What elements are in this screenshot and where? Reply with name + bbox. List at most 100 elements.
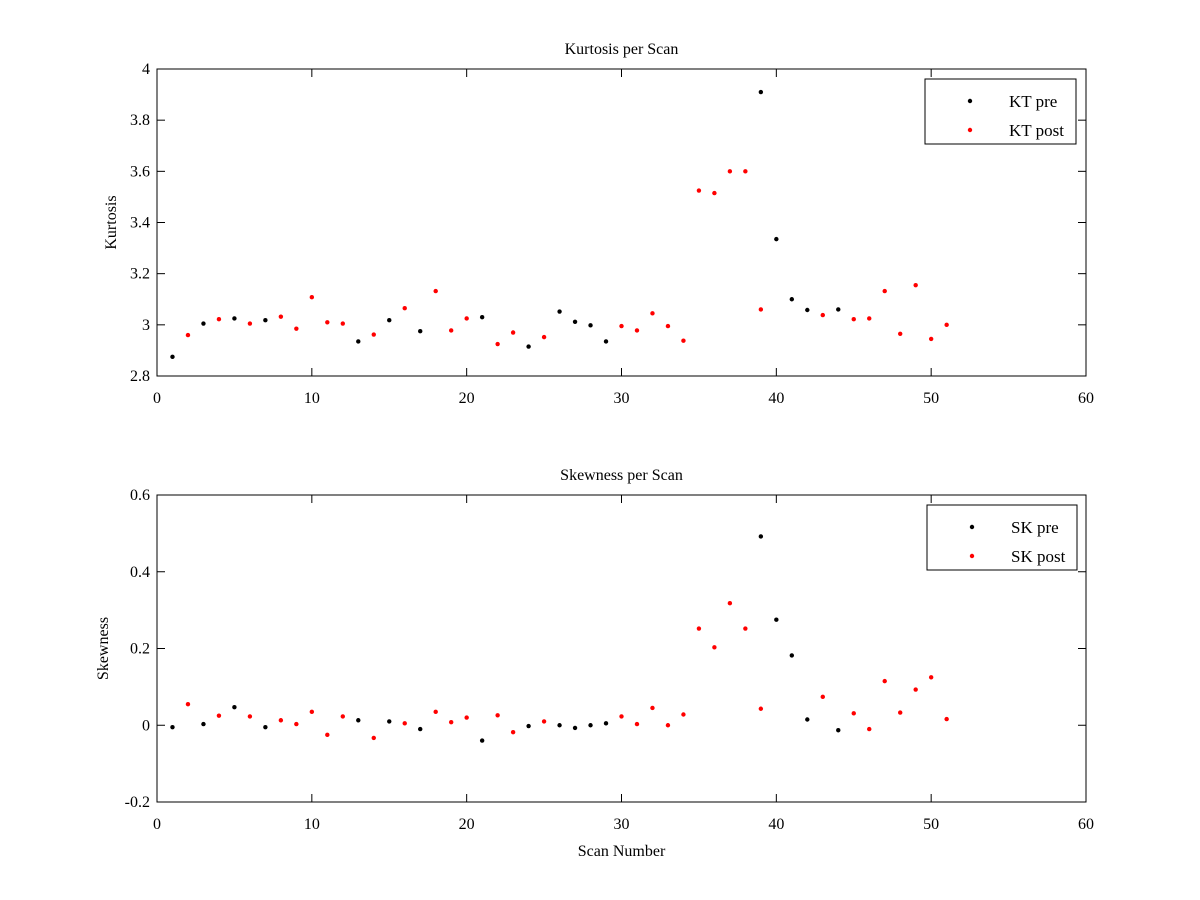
data-point xyxy=(418,329,423,334)
x-tick-label: 10 xyxy=(304,390,320,407)
data-point xyxy=(851,711,856,716)
y-tick-label: 3.4 xyxy=(130,215,150,232)
data-point xyxy=(634,721,640,727)
chart-title: Kurtosis per Scan xyxy=(565,41,679,58)
data-point xyxy=(448,328,454,333)
data-point xyxy=(541,719,547,724)
series-pre xyxy=(170,534,841,743)
data-point xyxy=(805,717,810,722)
data-point xyxy=(758,89,764,95)
x-tick-label: 0 xyxy=(153,816,161,833)
data-point xyxy=(309,709,315,715)
data-point xyxy=(650,705,655,711)
data-point xyxy=(851,317,856,322)
data-point xyxy=(247,714,253,719)
data-point xyxy=(170,724,175,730)
data-point xyxy=(727,169,733,174)
data-point xyxy=(603,721,609,726)
data-point xyxy=(340,321,345,326)
data-point xyxy=(758,307,764,312)
data-point xyxy=(882,288,887,294)
x-tick-label: 10 xyxy=(304,816,320,833)
data-point xyxy=(665,323,671,329)
data-point xyxy=(789,653,795,658)
data-point xyxy=(820,694,825,700)
data-point xyxy=(681,712,686,717)
data-point xyxy=(588,723,593,728)
data-point xyxy=(294,721,299,727)
data-point xyxy=(371,332,376,337)
data-point xyxy=(278,314,284,319)
y-tick-label: 2.8 xyxy=(130,368,150,385)
data-point xyxy=(216,713,222,718)
data-point xyxy=(836,307,841,312)
data-point xyxy=(479,738,485,743)
data-point xyxy=(232,705,237,710)
x-tick-label: 60 xyxy=(1078,390,1094,407)
data-point xyxy=(387,318,392,323)
data-point xyxy=(247,321,253,326)
data-point xyxy=(882,678,887,684)
data-point xyxy=(727,601,733,606)
x-tick-label: 50 xyxy=(923,390,939,407)
data-point xyxy=(402,306,407,311)
legend-marker xyxy=(967,98,973,104)
data-point xyxy=(619,714,624,719)
x-tick-label: 0 xyxy=(153,390,161,407)
x-tick-label: 20 xyxy=(459,816,475,833)
data-point xyxy=(944,716,949,722)
legend-box xyxy=(924,78,1077,145)
data-point xyxy=(263,724,268,730)
y-tick-label: 4 xyxy=(142,61,150,78)
data-point xyxy=(526,723,531,729)
data-point xyxy=(185,701,191,707)
data-point xyxy=(185,332,191,338)
data-point xyxy=(572,319,578,324)
legend-marker xyxy=(969,524,975,530)
data-point xyxy=(232,316,237,321)
data-point xyxy=(634,328,640,333)
y-tick-label: 3.2 xyxy=(130,266,150,283)
data-point xyxy=(201,721,206,727)
data-point xyxy=(325,732,330,738)
y-axis-label: Skewness xyxy=(95,617,112,680)
data-point xyxy=(650,311,655,316)
data-point xyxy=(696,626,702,631)
data-point xyxy=(774,236,779,242)
y-tick-label: -0.2 xyxy=(125,794,150,811)
x-tick-label: 40 xyxy=(768,816,784,833)
data-point xyxy=(913,282,918,288)
legend: SK pre SK post xyxy=(926,504,1078,571)
data-point xyxy=(325,320,330,325)
y-axis-label: Kurtosis xyxy=(103,195,120,249)
y-tick-label: 3.8 xyxy=(130,112,150,129)
data-point xyxy=(572,725,578,731)
x-tick-label: 60 xyxy=(1078,816,1094,833)
legend-label: KT pre xyxy=(1009,92,1057,111)
data-point xyxy=(712,190,717,196)
data-point xyxy=(526,344,531,349)
legend-marker xyxy=(967,127,973,133)
data-point xyxy=(681,338,686,343)
data-point xyxy=(557,723,562,728)
data-point xyxy=(619,323,624,329)
data-point xyxy=(913,687,918,692)
data-point xyxy=(510,330,516,335)
data-point xyxy=(743,169,748,174)
plots-group: 0 10 20 30 40 50 60 2.8 3 3.2 3.4 3.6 3.8 4 Kurtosis p… xyxy=(95,41,1094,860)
data-point xyxy=(433,288,438,294)
data-point xyxy=(464,715,469,720)
data-point xyxy=(340,714,345,719)
data-point xyxy=(758,534,764,539)
data-point xyxy=(541,334,547,340)
data-point xyxy=(418,726,423,732)
data-point xyxy=(170,354,175,360)
data-point xyxy=(495,341,500,347)
data-point xyxy=(898,710,903,715)
data-point xyxy=(928,336,934,342)
series-post xyxy=(185,601,949,741)
data-point xyxy=(402,721,407,726)
legend-label: SK post xyxy=(1011,547,1066,566)
data-point xyxy=(743,626,748,631)
